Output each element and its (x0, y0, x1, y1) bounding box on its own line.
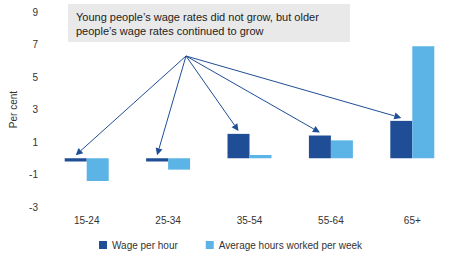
svg-text:Per cent: Per cent (8, 91, 19, 128)
svg-text:Young people’s wage rates did: Young people’s wage rates did not grow, … (76, 11, 322, 23)
svg-text:35-54: 35-54 (237, 215, 263, 226)
svg-text:7: 7 (32, 39, 38, 50)
svg-text:people’s wage rates continued: people’s wage rates continued to grow (76, 25, 264, 37)
svg-text:Average hours worked per week: Average hours worked per week (219, 240, 363, 251)
svg-text:25-34: 25-34 (155, 215, 181, 226)
svg-text:65+: 65+ (404, 215, 421, 226)
svg-text:5: 5 (32, 72, 38, 83)
svg-text:Wage per hour: Wage per hour (112, 240, 178, 251)
svg-text:3: 3 (32, 104, 38, 115)
svg-text:1: 1 (32, 137, 38, 148)
svg-text:9: 9 (32, 7, 38, 18)
svg-text:-3: -3 (29, 202, 38, 213)
svg-text:-1: -1 (29, 169, 38, 180)
svg-text:55-64: 55-64 (318, 215, 344, 226)
svg-text:15-24: 15-24 (74, 215, 100, 226)
